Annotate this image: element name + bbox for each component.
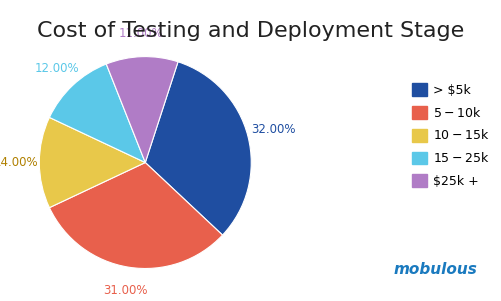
Text: 11.00%: 11.00%	[119, 27, 163, 40]
Text: 12.00%: 12.00%	[35, 62, 79, 75]
Wedge shape	[50, 64, 145, 163]
Wedge shape	[40, 117, 145, 208]
Text: 14.00%: 14.00%	[0, 156, 39, 169]
Wedge shape	[145, 62, 251, 235]
Wedge shape	[50, 163, 222, 268]
Legend: > $5k, $5 - $10k, $10 - $15k, $15 - $25k, $25k +: > $5k, $5 - $10k, $10 - $15k, $15 - $25k…	[407, 78, 495, 193]
Text: 32.00%: 32.00%	[252, 123, 296, 136]
Text: 31.00%: 31.00%	[103, 284, 147, 297]
Text: mobulous: mobulous	[394, 262, 478, 277]
Wedge shape	[106, 57, 178, 163]
Text: Cost of Testing and Deployment Stage: Cost of Testing and Deployment Stage	[37, 21, 464, 41]
